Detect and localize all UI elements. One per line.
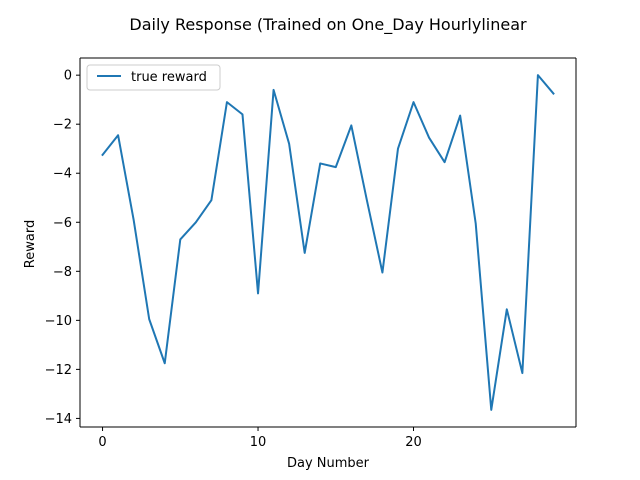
legend-label-true-reward: true reward <box>131 70 207 85</box>
y-tick-label: −12 <box>45 363 72 378</box>
y-axis-label: Reward <box>23 220 38 268</box>
chart-title: Daily Response (Trained on One_Day Hourl… <box>129 15 527 35</box>
x-tick-label: 0 <box>98 435 106 450</box>
y-tick-label: −10 <box>45 314 72 329</box>
y-tick-label: −2 <box>53 118 72 133</box>
legend-box <box>86 64 221 91</box>
y-axis-ticks: 0 −2 −4 −6 −8 −10 −12 −14 <box>45 69 80 427</box>
y-tick-label: −14 <box>45 412 72 427</box>
series-line-true-reward <box>101 74 555 411</box>
plot-area <box>80 58 576 427</box>
x-tick-label: 20 <box>405 435 422 450</box>
y-tick-label: −4 <box>53 167 72 182</box>
y-tick-label: 0 <box>64 69 72 84</box>
x-axis-ticks: 0 10 20 <box>98 427 422 450</box>
plot-frame <box>79 57 577 428</box>
y-tick-label: −8 <box>53 265 72 280</box>
y-tick-label: −6 <box>53 216 72 231</box>
x-tick-label: 10 <box>250 435 267 450</box>
legend: true reward <box>86 64 221 91</box>
x-axis-label: Day Number <box>287 456 370 471</box>
